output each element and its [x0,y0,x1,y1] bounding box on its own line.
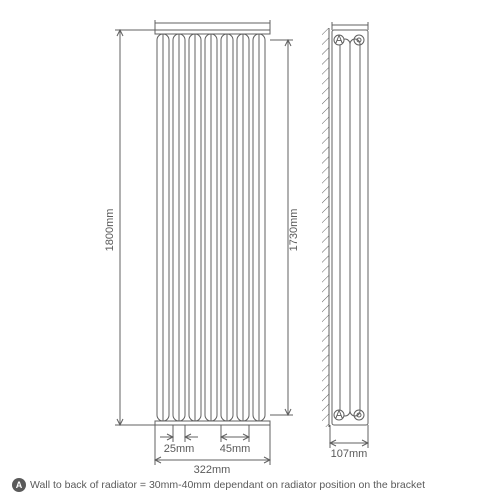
dim-width-total: 322mm [194,464,231,476]
footnote-badge: A [12,478,26,492]
svg-text:A: A [335,409,343,421]
a-marker-bottom: A [334,409,344,421]
front-dimensions: 1800mm 1730mm 25mm 45mm 322mm [104,20,300,476]
dim-height-inner: 1730mm [288,209,300,252]
svg-text:A: A [335,34,343,46]
dim-height-total: 1800mm [104,209,116,252]
side-view: A A [322,28,368,427]
diagram-container: { "diagram": { "type": "technical-drawin… [0,0,500,500]
footnote: A Wall to back of radiator = 30mm-40mm d… [12,478,425,492]
technical-drawing-svg: 1800mm 1730mm 25mm 45mm 322mm [0,0,500,500]
dim-col-narrow: 25mm [164,443,195,455]
dim-side-width: 107mm [331,448,368,460]
a-marker-top: A [334,34,344,46]
radiator-columns [157,34,265,421]
side-dimension: 107mm [330,22,368,460]
front-view [155,30,270,425]
dim-col-wide: 45mm [220,443,251,455]
footnote-text: Wall to back of radiator = 30mm-40mm dep… [30,479,425,491]
